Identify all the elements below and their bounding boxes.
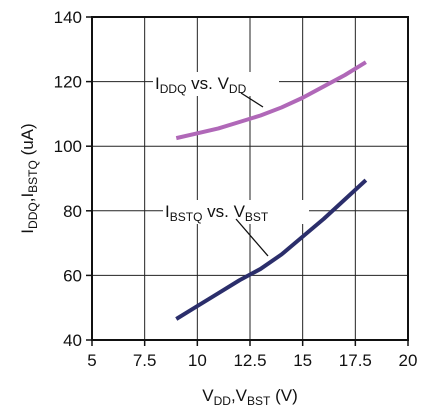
y-tick-label: 100 — [54, 137, 82, 156]
annotation-iddq-part: DDQ — [160, 82, 187, 96]
annotation-ibstq: IBSTQ vs. VBST — [165, 202, 269, 224]
y-tick-label: 80 — [63, 202, 82, 221]
x-axis-label-part: (V) — [270, 386, 297, 405]
annotation-iddq-part: DD — [229, 82, 247, 96]
y-axis-label-part: DDQ — [26, 202, 40, 229]
annotation-ibstq-part: BST — [245, 210, 269, 224]
series-lines — [175, 60, 368, 321]
annotation-background — [153, 72, 279, 96]
x-tick-label: 17.5 — [339, 351, 372, 370]
y-axis-label-part: I — [18, 229, 37, 234]
axis-labels: VDD,VBST (V)IDDQ,IBSTQ (uA) — [18, 123, 298, 408]
series-line-iddq — [175, 60, 367, 141]
annotation-ibstq-part: I — [165, 202, 170, 221]
y-tick-label: 60 — [63, 266, 82, 285]
series-line-ibstq — [175, 178, 368, 321]
annotation-iddq-part: vs. V — [186, 74, 229, 93]
annotation-iddq: IDDQ vs. VDD — [155, 74, 247, 96]
x-tick-label: 5 — [87, 351, 96, 370]
y-axis-label-part: BSTQ — [26, 160, 40, 193]
x-axis-label: VDD,VBST (V) — [202, 386, 297, 408]
x-axis-label-part: DD — [214, 394, 232, 408]
y-axis-label: IDDQ,IBSTQ (uA) — [18, 123, 40, 233]
annotation-ibstq-part: BSTQ — [170, 210, 203, 224]
y-tick-label: 120 — [54, 73, 82, 92]
annotation-iddq-part: I — [155, 74, 160, 93]
x-tick-label: 7.5 — [133, 351, 157, 370]
x-tick-label: 15 — [293, 351, 312, 370]
x-tick-label: 10 — [188, 351, 207, 370]
annotation-leader-line — [235, 218, 269, 257]
y-tick-label: 40 — [63, 331, 82, 350]
x-tick-label: 20 — [399, 351, 418, 370]
y-axis-label-part: ,I — [18, 193, 37, 202]
axis-ticks: 5 7.5 10 12.5 15 17.5 20 40 60 80 100 120 140 — [54, 8, 418, 370]
annotation-ibstq-part: vs. V — [202, 202, 245, 221]
y-axis-label-part: (uA) — [18, 123, 37, 160]
x-axis-label-part: BST — [247, 394, 271, 408]
x-tick-label: 12.5 — [233, 351, 266, 370]
y-tick-label: 140 — [54, 8, 82, 27]
annotation-leader-line — [240, 92, 264, 108]
x-axis-label-part: V — [202, 386, 214, 405]
annotation-background — [163, 200, 309, 224]
x-axis-label-part: ,V — [231, 386, 248, 405]
